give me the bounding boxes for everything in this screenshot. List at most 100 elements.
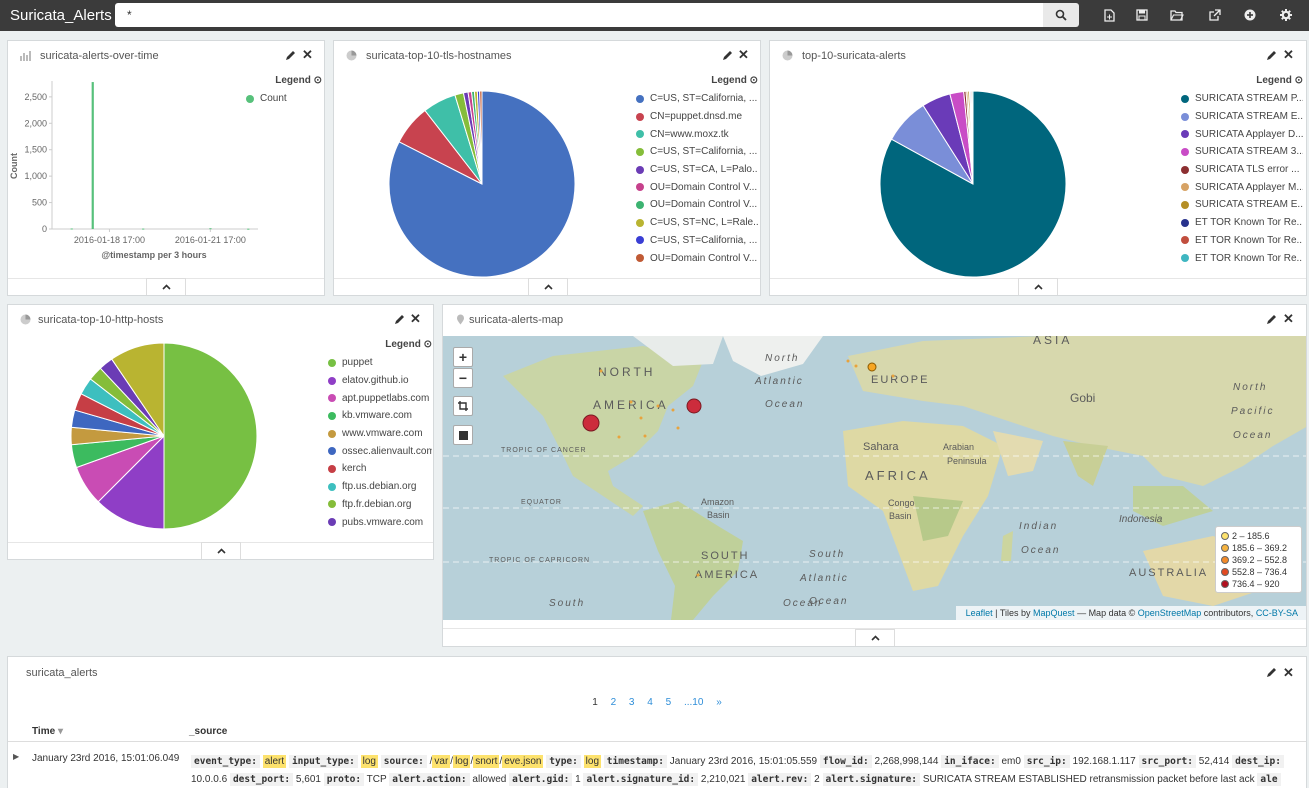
legend-item[interactable]: CN=puppet.dnsd.me	[636, 108, 758, 126]
map-bubble	[656, 404, 660, 408]
legend-item[interactable]: www.vmware.com	[328, 425, 432, 443]
options-icon[interactable]	[1279, 8, 1293, 22]
legend-item[interactable]: ftp.fr.debian.org	[328, 496, 432, 514]
pie-slice[interactable]	[163, 342, 258, 530]
legend-item[interactable]: puppet	[328, 354, 432, 372]
page-link[interactable]: 2	[610, 697, 617, 708]
pie-slice[interactable]	[479, 90, 483, 185]
legend-item[interactable]: C=US, ST=California, ...	[636, 232, 758, 250]
search-input[interactable]	[115, 3, 1043, 27]
edit-icon[interactable]	[285, 50, 296, 61]
page-link[interactable]: 5	[665, 697, 672, 708]
legend-item[interactable]: OU=Domain Control V...	[636, 196, 758, 214]
legend-item[interactable]: ET TOR Known Tor Re...	[1181, 249, 1303, 267]
close-icon[interactable]: ✕	[302, 47, 313, 62]
legend-label: SURICATA STREAM 3...	[1195, 146, 1303, 158]
close-icon[interactable]: ✕	[410, 311, 421, 326]
collapse-panel-button[interactable]	[201, 542, 241, 559]
zoom-in-button[interactable]: +	[453, 347, 473, 367]
legend-item[interactable]: kerch	[328, 460, 432, 478]
open-icon[interactable]	[1170, 8, 1184, 22]
fit-bounds-button[interactable]	[453, 396, 473, 416]
column-header-time[interactable]: Time ▾	[32, 726, 63, 737]
legend-item[interactable]: SURICATA STREAM 3...	[1181, 143, 1303, 161]
legend-toggle[interactable]: Legend ⊙	[1181, 75, 1303, 86]
legend-item[interactable]: ET TOR Known Tor Re...	[1181, 232, 1303, 250]
column-header-source[interactable]: _source	[189, 726, 228, 737]
y-tick-label: 0	[42, 224, 47, 234]
edit-icon[interactable]	[1266, 667, 1277, 678]
legend-item[interactable]: C=US, ST=California, ...	[636, 90, 758, 108]
legend-item[interactable]: OU=Domain Control V...	[636, 249, 758, 267]
draw-rectangle-button[interactable]	[453, 425, 473, 445]
edit-icon[interactable]	[394, 314, 405, 325]
legend-item[interactable]: OU=Domain Control V...	[636, 178, 758, 196]
legend-item[interactable]: SURICATA TLS error ...	[1181, 161, 1303, 179]
legend-item[interactable]: C=US, ST=NC, L=Rale...	[636, 214, 758, 232]
collapse-panel-button[interactable]	[855, 629, 895, 646]
expand-row-icon[interactable]: ▶	[13, 752, 20, 761]
pie-slice[interactable]	[971, 90, 974, 185]
legend-item[interactable]: ET TOR Known Tor Re...	[1181, 214, 1303, 232]
close-icon[interactable]: ✕	[1283, 47, 1294, 62]
bar[interactable]	[142, 228, 145, 230]
map-label: Basin	[707, 510, 730, 520]
legend-item[interactable]: SURICATA STREAM E...	[1181, 108, 1303, 126]
legend-item[interactable]: ftp.debian.org	[328, 531, 432, 534]
legend-item[interactable]: SURICATA STREAM P...	[1181, 90, 1303, 108]
bar[interactable]	[91, 82, 94, 229]
openstreetmap-link[interactable]: OpenStreetMap	[1137, 608, 1202, 618]
legend-item[interactable]: elatov.github.io	[328, 372, 432, 390]
leaflet-link[interactable]: Leaflet	[965, 608, 993, 618]
next-page-link[interactable]: »	[716, 697, 722, 708]
save-icon[interactable]	[1135, 8, 1149, 22]
new-dashboard-icon[interactable]	[1102, 8, 1116, 22]
close-icon[interactable]: ✕	[738, 47, 749, 62]
page-link[interactable]: 4	[647, 697, 653, 708]
edit-icon[interactable]	[722, 50, 733, 61]
page-link[interactable]: 1	[592, 697, 598, 708]
collapse-panel-button[interactable]	[1018, 278, 1058, 295]
pie-slice[interactable]	[97, 434, 165, 530]
legend-item[interactable]: CN=www.moxz.tk	[636, 125, 758, 143]
legend-item[interactable]: ossec.alienvault.com	[328, 442, 432, 460]
legend-toggle[interactable]: Legend ⊙	[246, 75, 322, 86]
field-name: src_port:	[1138, 755, 1196, 768]
legend-item[interactable]: SURICATA Applayer M...	[1181, 178, 1303, 196]
legend-item[interactable]: pubs.vmware.com	[328, 513, 432, 531]
legend-item[interactable]: C=US, ST=CA, L=Palo...	[636, 161, 758, 179]
legend-item[interactable]: Count	[246, 90, 322, 108]
zoom-out-button[interactable]: −	[453, 368, 473, 388]
bar[interactable]	[247, 228, 250, 230]
close-icon[interactable]: ✕	[1283, 311, 1294, 326]
license-link[interactable]: CC-BY-SA	[1255, 608, 1298, 618]
legend-item[interactable]: SURICATA STREAM E...	[1181, 196, 1303, 214]
legend-item[interactable]: apt.puppetlabs.com	[328, 389, 432, 407]
collapse-panel-button[interactable]	[146, 278, 186, 295]
bar[interactable]	[209, 228, 212, 230]
legend-item[interactable]: ftp.us.debian.org	[328, 478, 432, 496]
legend-toggle[interactable]: Legend ⊙	[636, 75, 758, 86]
edit-icon[interactable]	[1266, 314, 1277, 325]
legend-item[interactable]: kb.vmware.com	[328, 407, 432, 425]
legend-toggle[interactable]: Legend ⊙	[328, 339, 432, 350]
pie-slice[interactable]	[111, 342, 165, 438]
page-link[interactable]: ...10	[683, 697, 704, 708]
field-name: dest_ip:	[1232, 755, 1284, 768]
page-link[interactable]: 3	[628, 697, 635, 708]
legend-label: pubs.vmware.com	[342, 516, 424, 528]
panel-tls-hostnames: suricata-top-10-tls-hostnames ✕ Legend ⊙…	[333, 40, 761, 296]
legend-toggle-icon: ⊙	[423, 339, 432, 350]
edit-icon[interactable]	[1266, 50, 1277, 61]
legend-item[interactable]: SURICATA Applayer D...	[1181, 125, 1303, 143]
world-map[interactable]: ASIA North Atlantic Ocean NORTH AMERICA …	[443, 336, 1306, 620]
close-icon[interactable]: ✕	[1283, 665, 1294, 680]
add-panel-icon[interactable]	[1243, 8, 1257, 22]
search-button[interactable]	[1043, 3, 1079, 27]
attribution-text: | Tiles by	[992, 608, 1034, 618]
bar[interactable]	[70, 228, 73, 230]
share-icon[interactable]	[1208, 8, 1222, 22]
mapquest-link[interactable]: MapQuest	[1033, 608, 1075, 618]
collapse-panel-button[interactable]	[528, 278, 568, 295]
legend-item[interactable]: C=US, ST=California, ...	[636, 143, 758, 161]
